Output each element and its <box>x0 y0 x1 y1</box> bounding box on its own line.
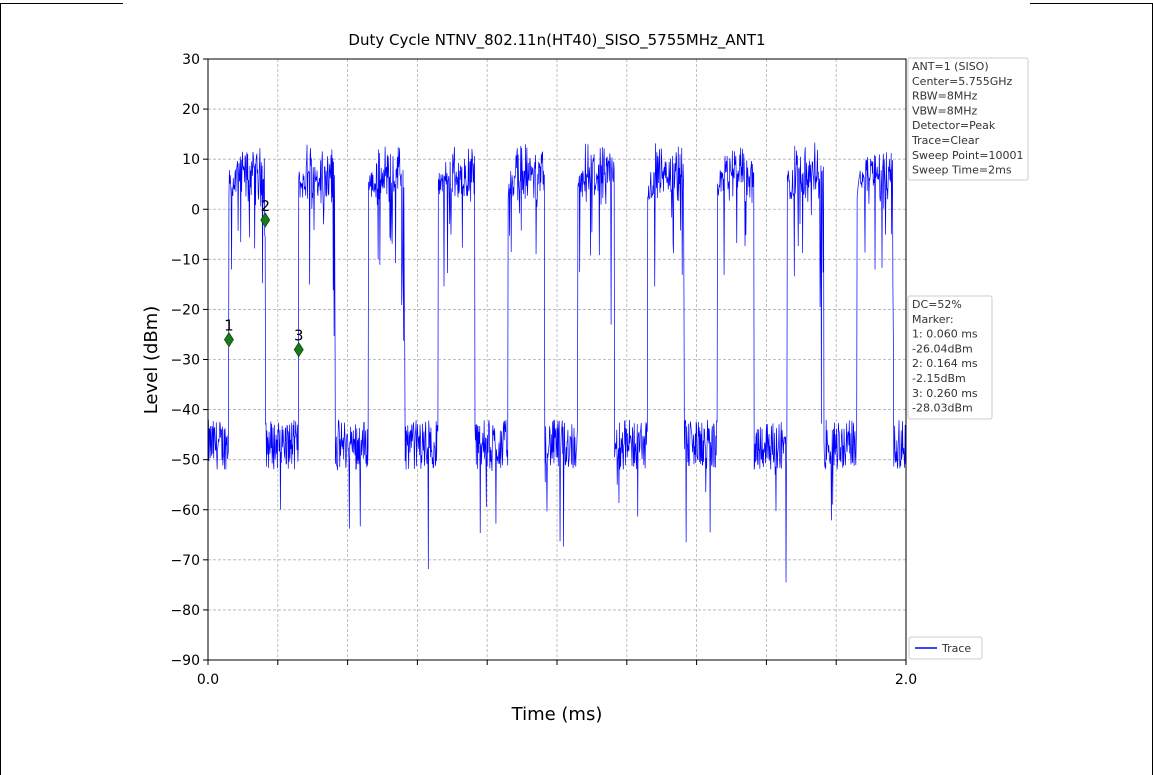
trace-markers: 1 2 3 <box>223 197 304 358</box>
y-tick-label: −40 <box>170 403 200 419</box>
settings-line: Sweep Time=2ms <box>912 164 1012 177</box>
marker-label: 1 <box>224 317 234 335</box>
y-tick-label: −70 <box>170 553 200 569</box>
y-tick-label: 30 <box>182 52 200 68</box>
results-line: -28.03dBm <box>912 402 973 415</box>
results-box-frame <box>907 295 993 420</box>
results-line: -26.04dBm <box>912 342 973 355</box>
results-line: 3: 0.260 ms <box>912 387 978 400</box>
marker-diamond <box>260 212 271 228</box>
y-tick-label: −80 <box>170 603 200 619</box>
marker-label: 3 <box>294 327 304 345</box>
y-axis-label: Level (dBm) <box>141 306 162 415</box>
y-tick-label: −90 <box>170 653 200 669</box>
settings-line: VBW=8MHz <box>912 104 978 117</box>
results-line: 1: 0.060 ms <box>912 328 978 341</box>
results-box: DC=52% Marker: 1: 0.060 ms -26.04dBm 2: 0.1… <box>907 295 993 420</box>
grid-lines <box>208 59 906 660</box>
y-tick-label: −20 <box>170 302 200 318</box>
y-tick-label: 0 <box>191 202 200 218</box>
marker-label: 2 <box>260 197 270 215</box>
x-tick-label: 2.0 <box>895 672 917 688</box>
trace-series <box>207 142 907 583</box>
y-tick-label: −10 <box>170 252 200 268</box>
settings-line: Sweep Point=10001 <box>912 149 1024 162</box>
y-axis-ticks: 30 20 10 0 −10 −20 −30 −40 −50 −60 −70 −80 −90 <box>170 52 208 669</box>
y-tick-label: −60 <box>170 503 200 519</box>
results-line: Marker: <box>912 313 954 326</box>
results-line: -2.15dBm <box>912 372 966 385</box>
legend-label: Trace <box>941 642 971 655</box>
x-tick-label: 0.0 <box>197 672 219 688</box>
settings-line: Trace=Clear <box>911 134 980 147</box>
results-line: DC=52% <box>912 298 962 311</box>
results-line: 2: 0.164 ms <box>912 357 978 370</box>
settings-line: ANT=1 (SISO) <box>912 60 989 73</box>
legend: Trace <box>908 636 983 660</box>
x-axis-label: Time (ms) <box>511 704 603 725</box>
y-tick-label: 20 <box>182 102 200 118</box>
marker-diamond <box>293 341 304 358</box>
legend-frame <box>908 636 983 660</box>
trace-line <box>207 142 907 583</box>
y-tick-label: −50 <box>170 453 200 469</box>
settings-box: ANT=1 (SISO) Center=5.755GHz RBW=8MHzVBW=8… <box>907 57 1029 181</box>
settings-line: Center=5.755GHz <box>912 75 1013 88</box>
chart-title: Duty Cycle NTNV_802.11n(HT40)_SISO_5755M… <box>348 31 765 50</box>
y-tick-label: 10 <box>182 152 200 168</box>
marker-diamond <box>223 331 234 348</box>
settings-line: RBW=8MHz <box>912 90 978 103</box>
settings-box-frame <box>907 57 1029 181</box>
x-axis-ticks: 0.0 2.0 <box>197 660 917 688</box>
y-tick-label: −30 <box>170 353 200 369</box>
settings-line: Detector=Peak <box>912 119 996 132</box>
